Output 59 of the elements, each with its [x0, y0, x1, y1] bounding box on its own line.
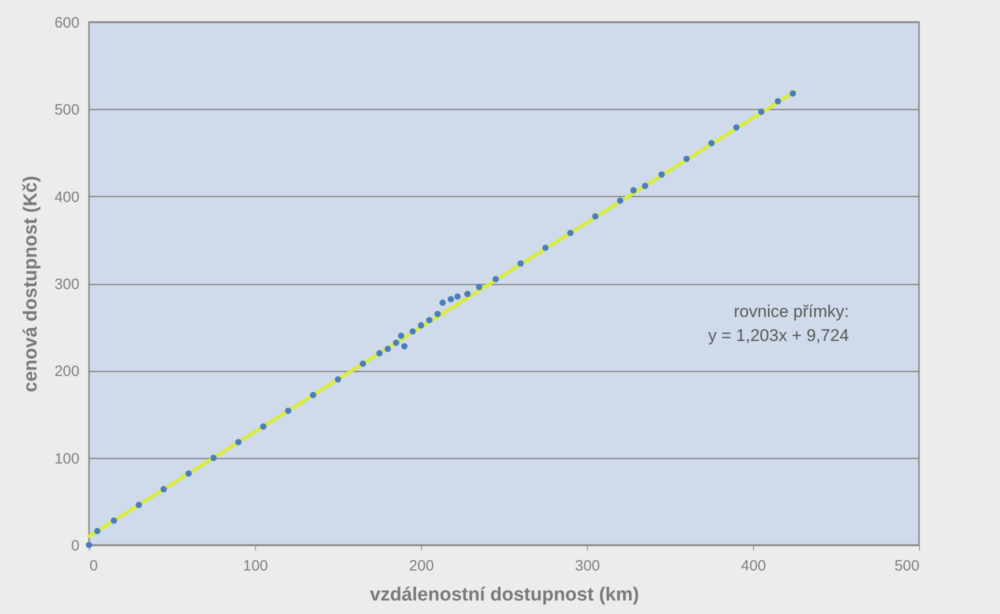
y-tick-label: 200 [54, 363, 80, 380]
x-tick-label: 0 [90, 558, 98, 574]
point [434, 310, 441, 318]
point [464, 290, 471, 298]
x-tick-label: 200 [408, 558, 434, 574]
x-tick-label: 100 [242, 558, 268, 574]
point [448, 296, 454, 302]
y-axis-title: cenová dostupnost (Kč) [20, 176, 42, 392]
point [517, 260, 524, 267]
point [476, 284, 482, 290]
point [708, 140, 715, 146]
y-tick-label: 0 [71, 538, 80, 554]
point [334, 376, 342, 383]
annotation: y = 1,203x + 9,724 [708, 326, 849, 345]
y-tick-label: 400 [54, 188, 80, 206]
point [418, 322, 424, 328]
point [376, 350, 383, 356]
point [492, 276, 499, 282]
point [733, 124, 740, 131]
x-axis-title: vzdálenostní dostupnost (km) [370, 584, 640, 606]
point [360, 360, 366, 367]
point [426, 316, 432, 324]
point [790, 90, 796, 97]
point [774, 98, 782, 104]
point [630, 187, 637, 194]
point [384, 346, 391, 352]
y-tick-label: 600 [54, 14, 80, 32]
x-tick-label: 500 [894, 558, 920, 574]
point [136, 502, 142, 508]
point [542, 244, 549, 251]
point [160, 486, 167, 492]
point [401, 343, 408, 350]
point [567, 230, 574, 236]
point [683, 156, 690, 162]
point [658, 171, 665, 178]
point [410, 328, 416, 335]
point [454, 293, 461, 300]
point [235, 438, 242, 446]
point [285, 408, 292, 414]
annotation: rovnice přímky: [734, 302, 849, 321]
point [110, 517, 118, 524]
y-tick-label: 500 [54, 102, 80, 119]
point [94, 528, 100, 534]
point [617, 198, 624, 204]
x-tick-label: 400 [740, 558, 766, 574]
point [86, 542, 92, 548]
point [642, 182, 648, 190]
point [758, 108, 764, 115]
point [592, 213, 598, 220]
point [398, 332, 404, 339]
point [210, 454, 217, 461]
x-tick-label: 300 [574, 558, 600, 574]
point [439, 300, 446, 306]
y-tick-label: 300 [54, 276, 80, 293]
point [185, 470, 192, 477]
point [260, 423, 266, 430]
point [392, 340, 400, 346]
point [310, 392, 316, 398]
y-tick-label: 100 [54, 450, 80, 468]
